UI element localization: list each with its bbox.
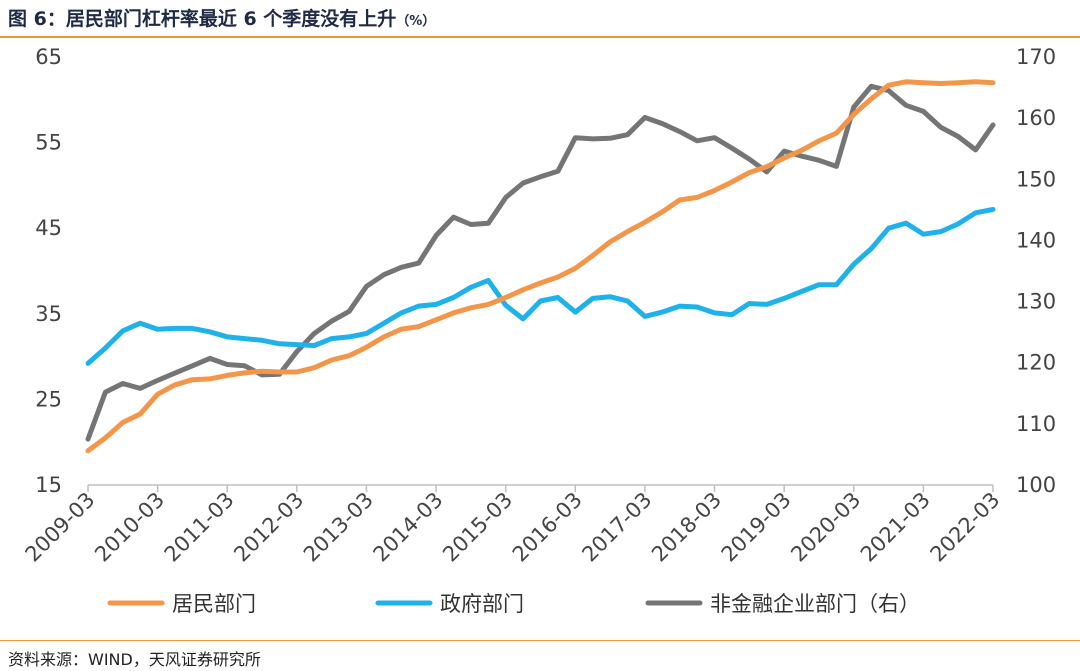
y-right-tick-label: 170 [1016,45,1056,69]
y-right-tick-label: 110 [1016,412,1056,436]
x-tick-label: 2014-03 [369,488,448,567]
legend-label-1: 居民部门 [172,592,256,616]
series-line-3 [85,83,996,442]
chart-title-unit: （%） [396,14,436,29]
chart-legend: 居民部门 政府部门 非金融企业部门（右） [107,592,920,616]
y-right-tick-label: 130 [1016,290,1056,314]
x-tick-label: 2012-03 [229,488,308,567]
legend-label-2: 政府部门 [440,592,524,616]
chart-title-text: 图 6：居民部门杠杆率最近 6 个季度没有上升 [8,8,397,30]
x-tick-label: 2015-03 [438,488,517,567]
y-right-tick-label: 100 [1016,473,1056,497]
series-line-2 [85,206,996,366]
legend-label-3: 非金融企业部门（右） [710,592,920,616]
footer-divider [0,640,1080,641]
x-tick-label: 2022-03 [926,488,1005,567]
x-tick-label: 2021-03 [856,488,935,567]
x-tick-label: 2017-03 [577,488,656,567]
y-left-tick-label: 35 [35,302,62,326]
y-right-tick-label: 150 [1016,167,1056,191]
y-right-tick-label: 160 [1016,106,1056,130]
x-tick-label: 2019-03 [717,488,796,567]
x-tick-label: 2009-03 [21,488,100,567]
y-left-tick-label: 25 [35,387,62,411]
x-tick-label: 2018-03 [647,488,726,567]
x-tick-label: 2020-03 [786,488,865,567]
line-chart: 15 25 35 45 55 65 100 110 120 130 140 150 160 170 2009… [21,45,1057,616]
source-note: 资料来源：WIND，天风证券研究所 [8,650,261,669]
y-right-tick-label: 120 [1016,351,1056,375]
chart-header: 图 6：居民部门杠杆率最近 6 个季度没有上升（%） [0,0,1080,34]
y-left-tick-label: 15 [35,473,62,497]
y-left-tick-label: 65 [35,45,62,69]
x-tick-label: 2016-03 [508,488,587,567]
x-tick-label: 2011-03 [160,488,239,567]
y-left-tick-label: 55 [35,131,62,155]
chart-series [85,79,996,454]
y-left-tick-label: 45 [35,216,62,240]
header-divider [0,36,1080,38]
y-right-tick-label: 140 [1016,228,1056,252]
chart-title: 图 6：居民部门杠杆率最近 6 个季度没有上升（%） [8,4,435,31]
x-tick-label: 2010-03 [90,488,169,567]
series-line-1 [85,79,996,454]
x-tick-label: 2013-03 [299,488,378,567]
